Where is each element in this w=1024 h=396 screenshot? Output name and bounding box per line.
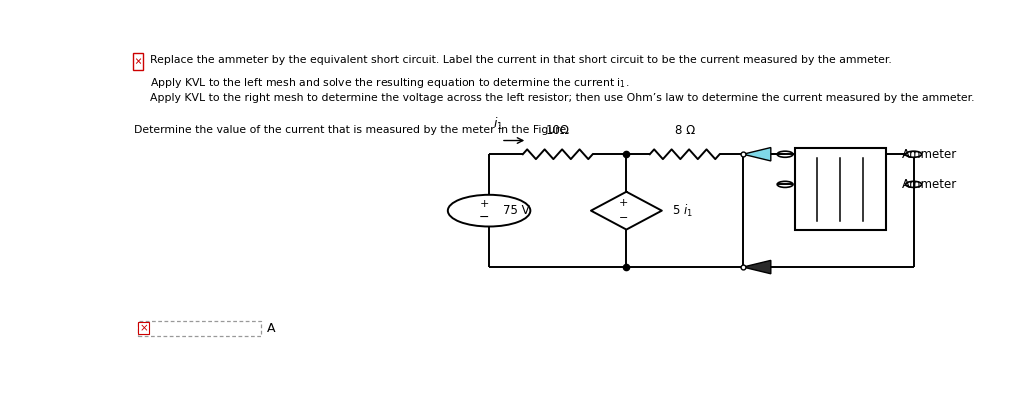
Text: Apply KVL to the left mesh and solve the resulting equation to determine the cur: Apply KVL to the left mesh and solve the… xyxy=(151,76,630,89)
Text: Apply KVL to the right mesh to determine the voltage across the left resistor; t: Apply KVL to the right mesh to determine… xyxy=(151,93,975,103)
FancyBboxPatch shape xyxy=(795,148,886,230)
Text: $5\ i_1$: $5\ i_1$ xyxy=(673,203,693,219)
Text: ×: × xyxy=(139,324,147,333)
Text: Ammeter: Ammeter xyxy=(902,178,957,191)
FancyBboxPatch shape xyxy=(137,321,260,336)
Text: +: + xyxy=(479,199,489,209)
Text: −: − xyxy=(479,211,489,224)
Text: Replace the ammeter by the equivalent short circuit. Label the current in that s: Replace the ammeter by the equivalent sh… xyxy=(151,55,892,65)
Text: Determine the value of the current that is measured by the meter in the Figure.: Determine the value of the current that … xyxy=(134,125,570,135)
Text: ×: × xyxy=(134,55,141,68)
Polygon shape xyxy=(743,148,771,161)
Text: A: A xyxy=(267,322,275,335)
Text: Ammeter: Ammeter xyxy=(902,148,957,161)
Text: +: + xyxy=(618,198,628,208)
Text: 10Ω: 10Ω xyxy=(546,124,569,137)
Text: −: − xyxy=(618,213,628,223)
Text: 8 Ω: 8 Ω xyxy=(675,124,695,137)
Text: 75 V: 75 V xyxy=(504,204,530,217)
Polygon shape xyxy=(743,260,771,274)
Text: $i_1$: $i_1$ xyxy=(494,116,503,132)
